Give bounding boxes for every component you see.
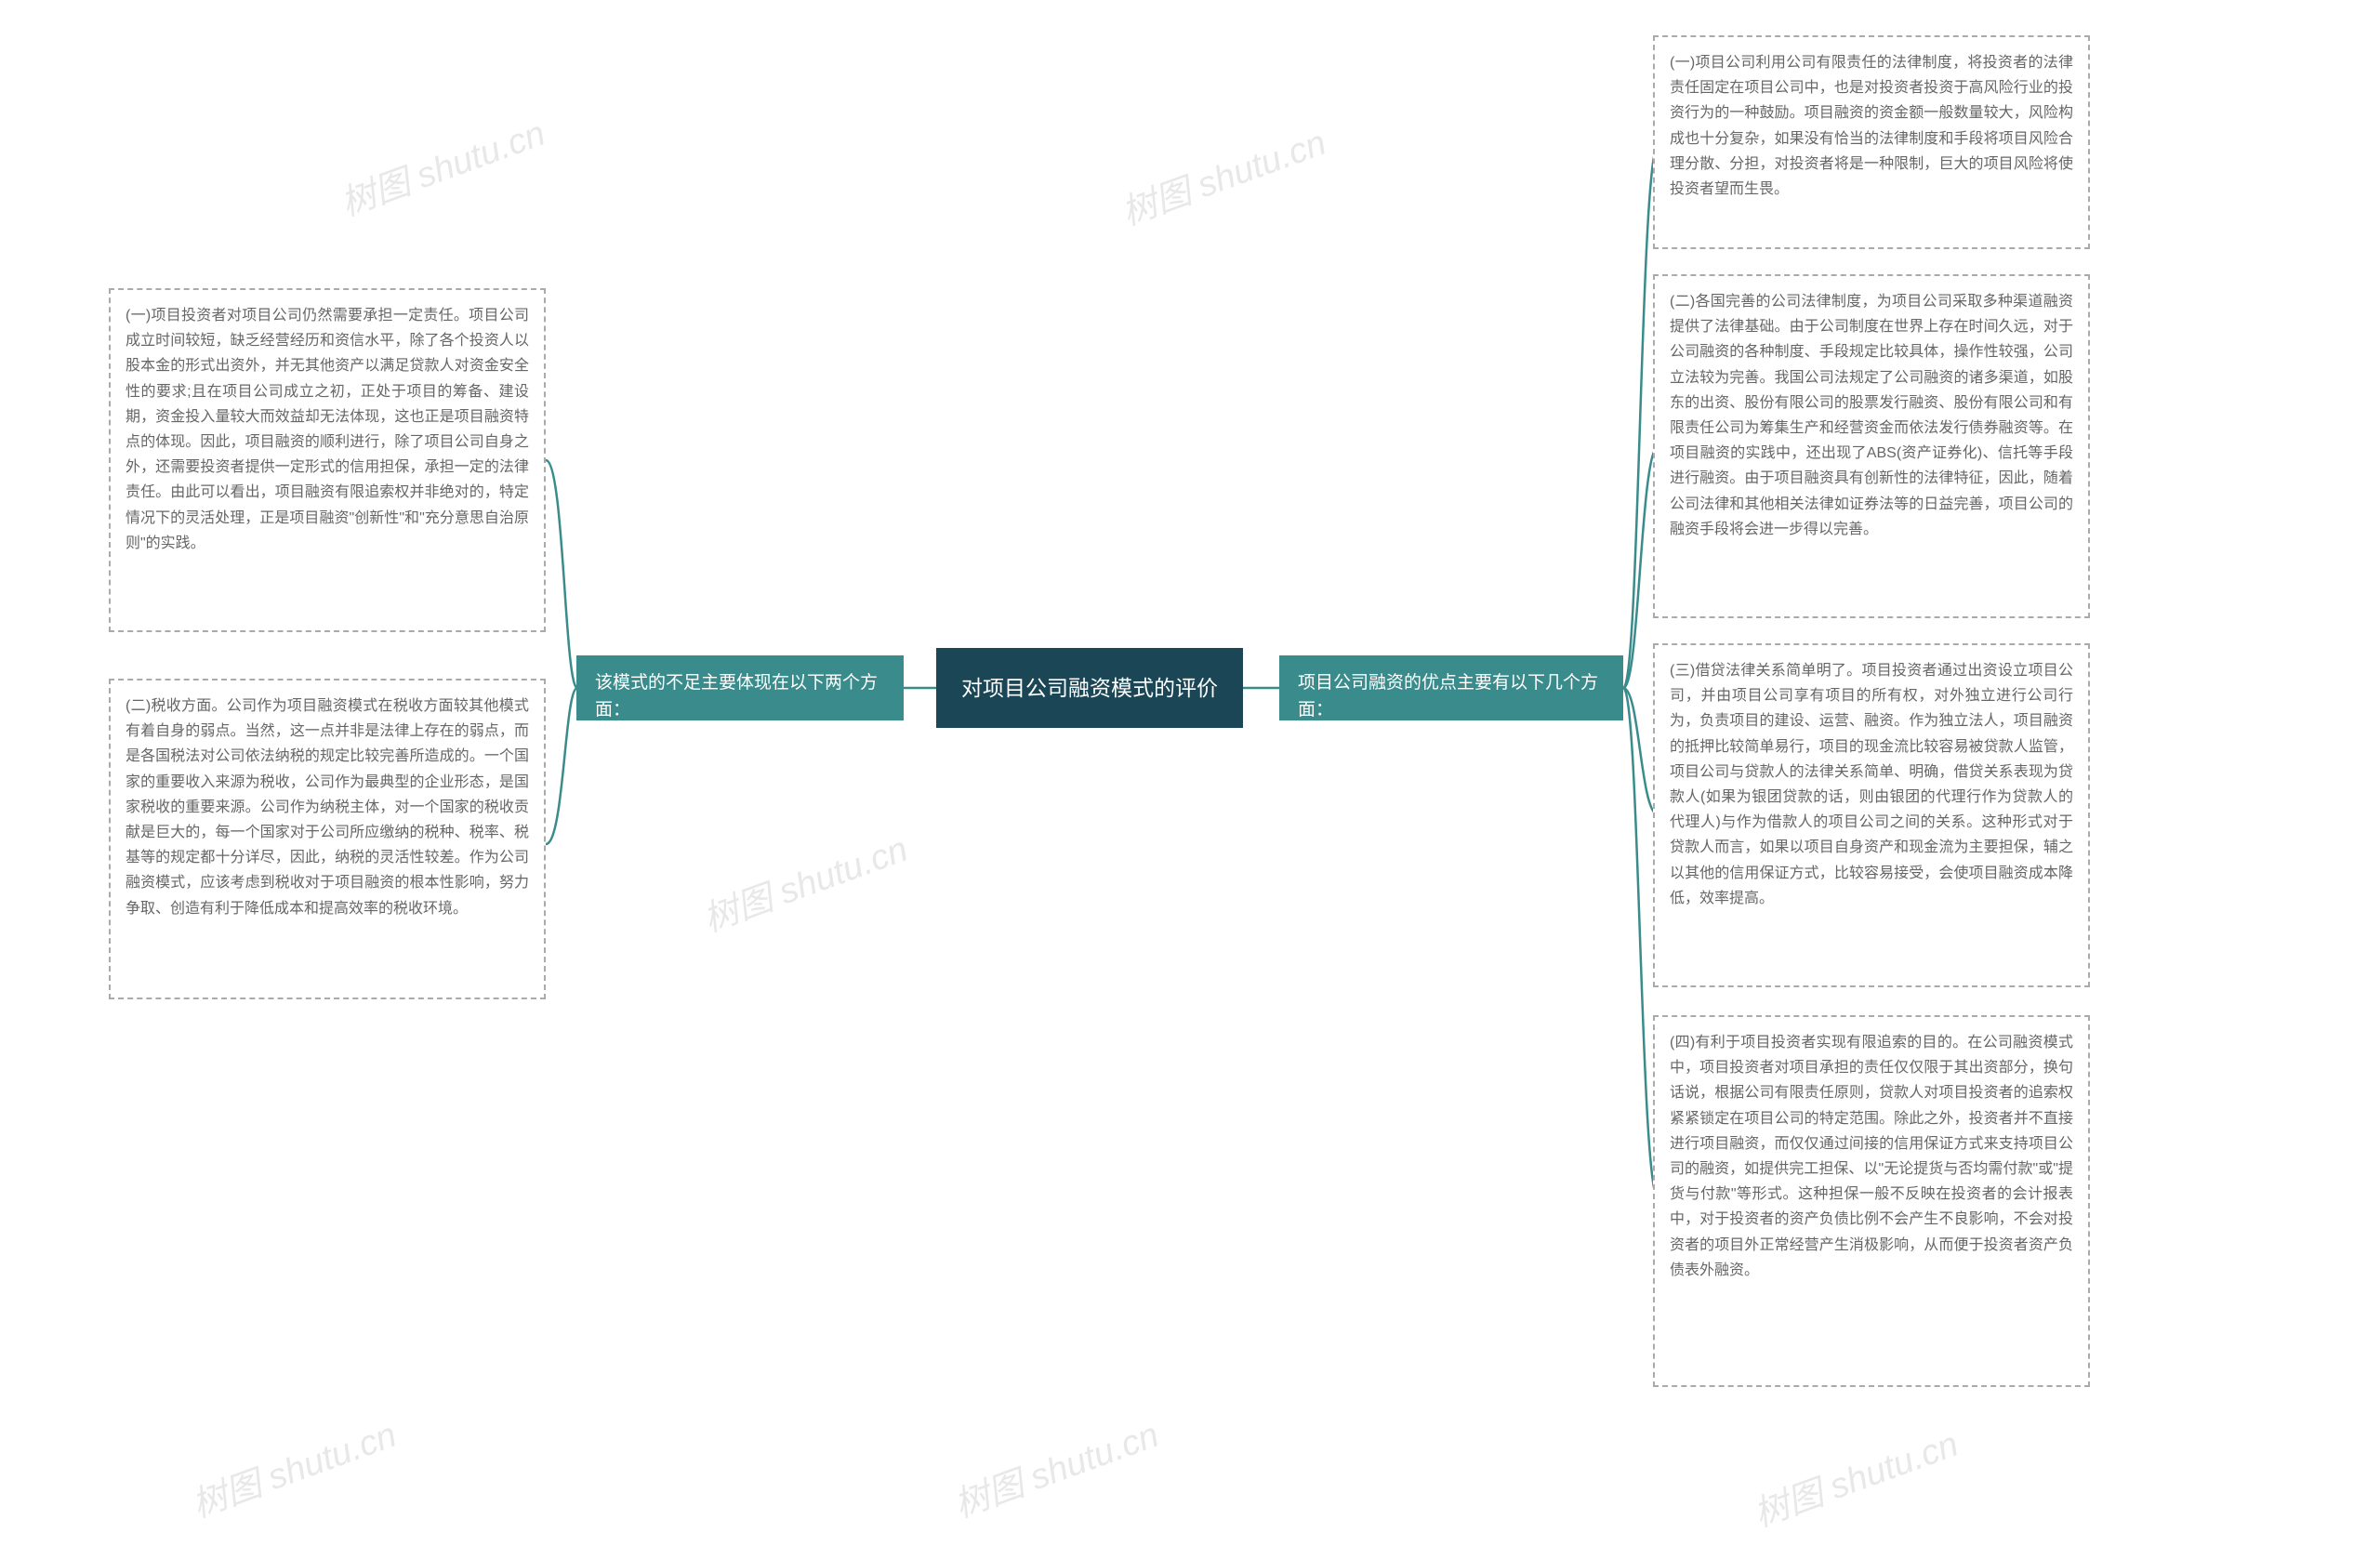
leaf-left-2[interactable]: (二)税收方面。公司作为项目融资模式在税收方面较其他模式有着自身的弱点。当然，这… bbox=[109, 679, 546, 999]
leaf-right-4-text: (四)有利于项目投资者实现有限追索的目的。在公司融资模式中，项目投资者对项目承担… bbox=[1670, 1035, 2073, 1278]
branch-right[interactable]: 项目公司融资的优点主要有以下几个方面： bbox=[1279, 655, 1623, 720]
leaf-left-1[interactable]: (一)项目投资者对项目公司仍然需要承担一定责任。项目公司成立时间较短，缺乏经营经… bbox=[109, 288, 546, 632]
watermark: 树图 shutu.cn bbox=[946, 1406, 1165, 1526]
leaf-right-2-text: (二)各国完善的公司法律制度，为项目公司采取多种渠道融资提供了法律基础。由于公司… bbox=[1670, 294, 2073, 537]
leaf-right-4[interactable]: (四)有利于项目投资者实现有限追索的目的。在公司融资模式中，项目投资者对项目承担… bbox=[1653, 1015, 2090, 1387]
leaf-right-1[interactable]: (一)项目公司利用公司有限责任的法律制度，将投资者的法律责任固定在项目公司中，也… bbox=[1653, 35, 2090, 249]
leaf-right-3-text: (三)借贷法律关系简单明了。项目投资者通过出资设立项目公司，并由项目公司享有项目… bbox=[1670, 663, 2073, 906]
watermark: 树图 shutu.cn bbox=[1746, 1415, 1964, 1536]
branch-right-label: 项目公司融资的优点主要有以下几个方面： bbox=[1298, 673, 1598, 720]
leaf-right-1-text: (一)项目公司利用公司有限责任的法律制度，将投资者的法律责任固定在项目公司中，也… bbox=[1670, 55, 2073, 197]
watermark: 树图 shutu.cn bbox=[1114, 113, 1332, 234]
watermark: 树图 shutu.cn bbox=[184, 1406, 403, 1526]
branch-left[interactable]: 该模式的不足主要体现在以下两个方面： bbox=[576, 655, 904, 720]
center-node-label: 对项目公司融资模式的评价 bbox=[961, 672, 1218, 705]
watermark: 树图 shutu.cn bbox=[333, 104, 551, 225]
leaf-left-1-text: (一)项目投资者对项目公司仍然需要承担一定责任。项目公司成立时间较短，缺乏经营经… bbox=[126, 308, 529, 551]
center-node[interactable]: 对项目公司融资模式的评价 bbox=[936, 648, 1243, 728]
leaf-right-2[interactable]: (二)各国完善的公司法律制度，为项目公司采取多种渠道融资提供了法律基础。由于公司… bbox=[1653, 274, 2090, 618]
leaf-right-3[interactable]: (三)借贷法律关系简单明了。项目投资者通过出资设立项目公司，并由项目公司享有项目… bbox=[1653, 643, 2090, 987]
watermark: 树图 shutu.cn bbox=[695, 820, 914, 941]
connector-left-branch-leaves bbox=[546, 456, 583, 848]
leaf-left-2-text: (二)税收方面。公司作为项目融资模式在税收方面较其他模式有着自身的弱点。当然，这… bbox=[126, 698, 529, 917]
connector-center-left bbox=[904, 679, 941, 697]
connector-center-right bbox=[1243, 679, 1280, 697]
branch-left-label: 该模式的不足主要体现在以下两个方面： bbox=[595, 673, 878, 720]
